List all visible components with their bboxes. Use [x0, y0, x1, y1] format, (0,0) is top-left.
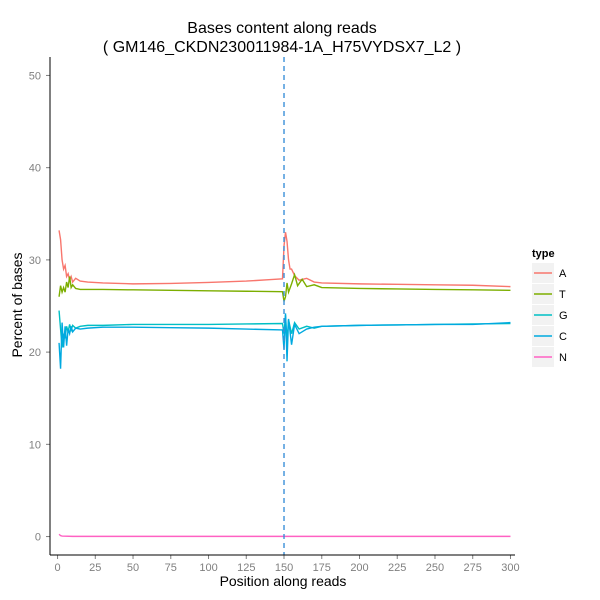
y-tick-label: 0 [35, 532, 41, 544]
legend-title: type [532, 248, 555, 260]
y-tick-label: 50 [29, 70, 41, 82]
x-tick-label: 250 [426, 562, 444, 574]
x-tick-label: 225 [388, 562, 406, 574]
chart-subtitle: ( GM146_CKDN230011984-1A_H75VYDSX7_L2 ) [103, 39, 461, 56]
y-tick-label: 10 [29, 439, 41, 451]
y-axis-title: Percent of bases [9, 252, 25, 357]
y-tick-label: 30 [29, 255, 41, 267]
chart-title: Bases content along reads [187, 20, 376, 37]
legend-label: C [559, 331, 567, 343]
x-tick-label: 275 [464, 562, 482, 574]
legend-label: A [559, 268, 567, 280]
legend-item-T: T [532, 284, 566, 304]
series-line-N [58, 533, 511, 538]
x-tick-label: 100 [199, 562, 217, 574]
x-tick-label: 175 [313, 562, 331, 574]
series-line-A [58, 230, 511, 288]
legend-item-G: G [532, 305, 568, 325]
x-tick-label: 0 [54, 562, 60, 574]
x-tick-label: 300 [501, 562, 519, 574]
y-axis: 0 10 20 30 40 50 [29, 70, 50, 544]
series-line-T [58, 272, 511, 302]
x-tick-label: 50 [127, 562, 139, 574]
y-tick-label: 20 [29, 347, 41, 359]
plot-area [58, 57, 511, 555]
legend-item-A: A [532, 263, 567, 283]
legend-item-C: C [532, 326, 567, 346]
legend-item-N: N [532, 347, 567, 367]
x-tick-label: 75 [165, 562, 177, 574]
x-tick-label: 150 [275, 562, 293, 574]
x-tick-label: 125 [237, 562, 255, 574]
x-tick-label: 200 [350, 562, 368, 574]
legend-label: G [559, 310, 568, 322]
x-axis: 0 25 50 75 100 125 150 175 200 225 250 275 300 [54, 555, 520, 574]
x-tick-label: 25 [89, 562, 101, 574]
legend-label: N [559, 352, 567, 364]
x-axis-title: Position along reads [220, 573, 347, 589]
series-line-C [58, 313, 511, 369]
y-tick-label: 40 [29, 163, 41, 175]
legend-label: T [559, 289, 566, 301]
